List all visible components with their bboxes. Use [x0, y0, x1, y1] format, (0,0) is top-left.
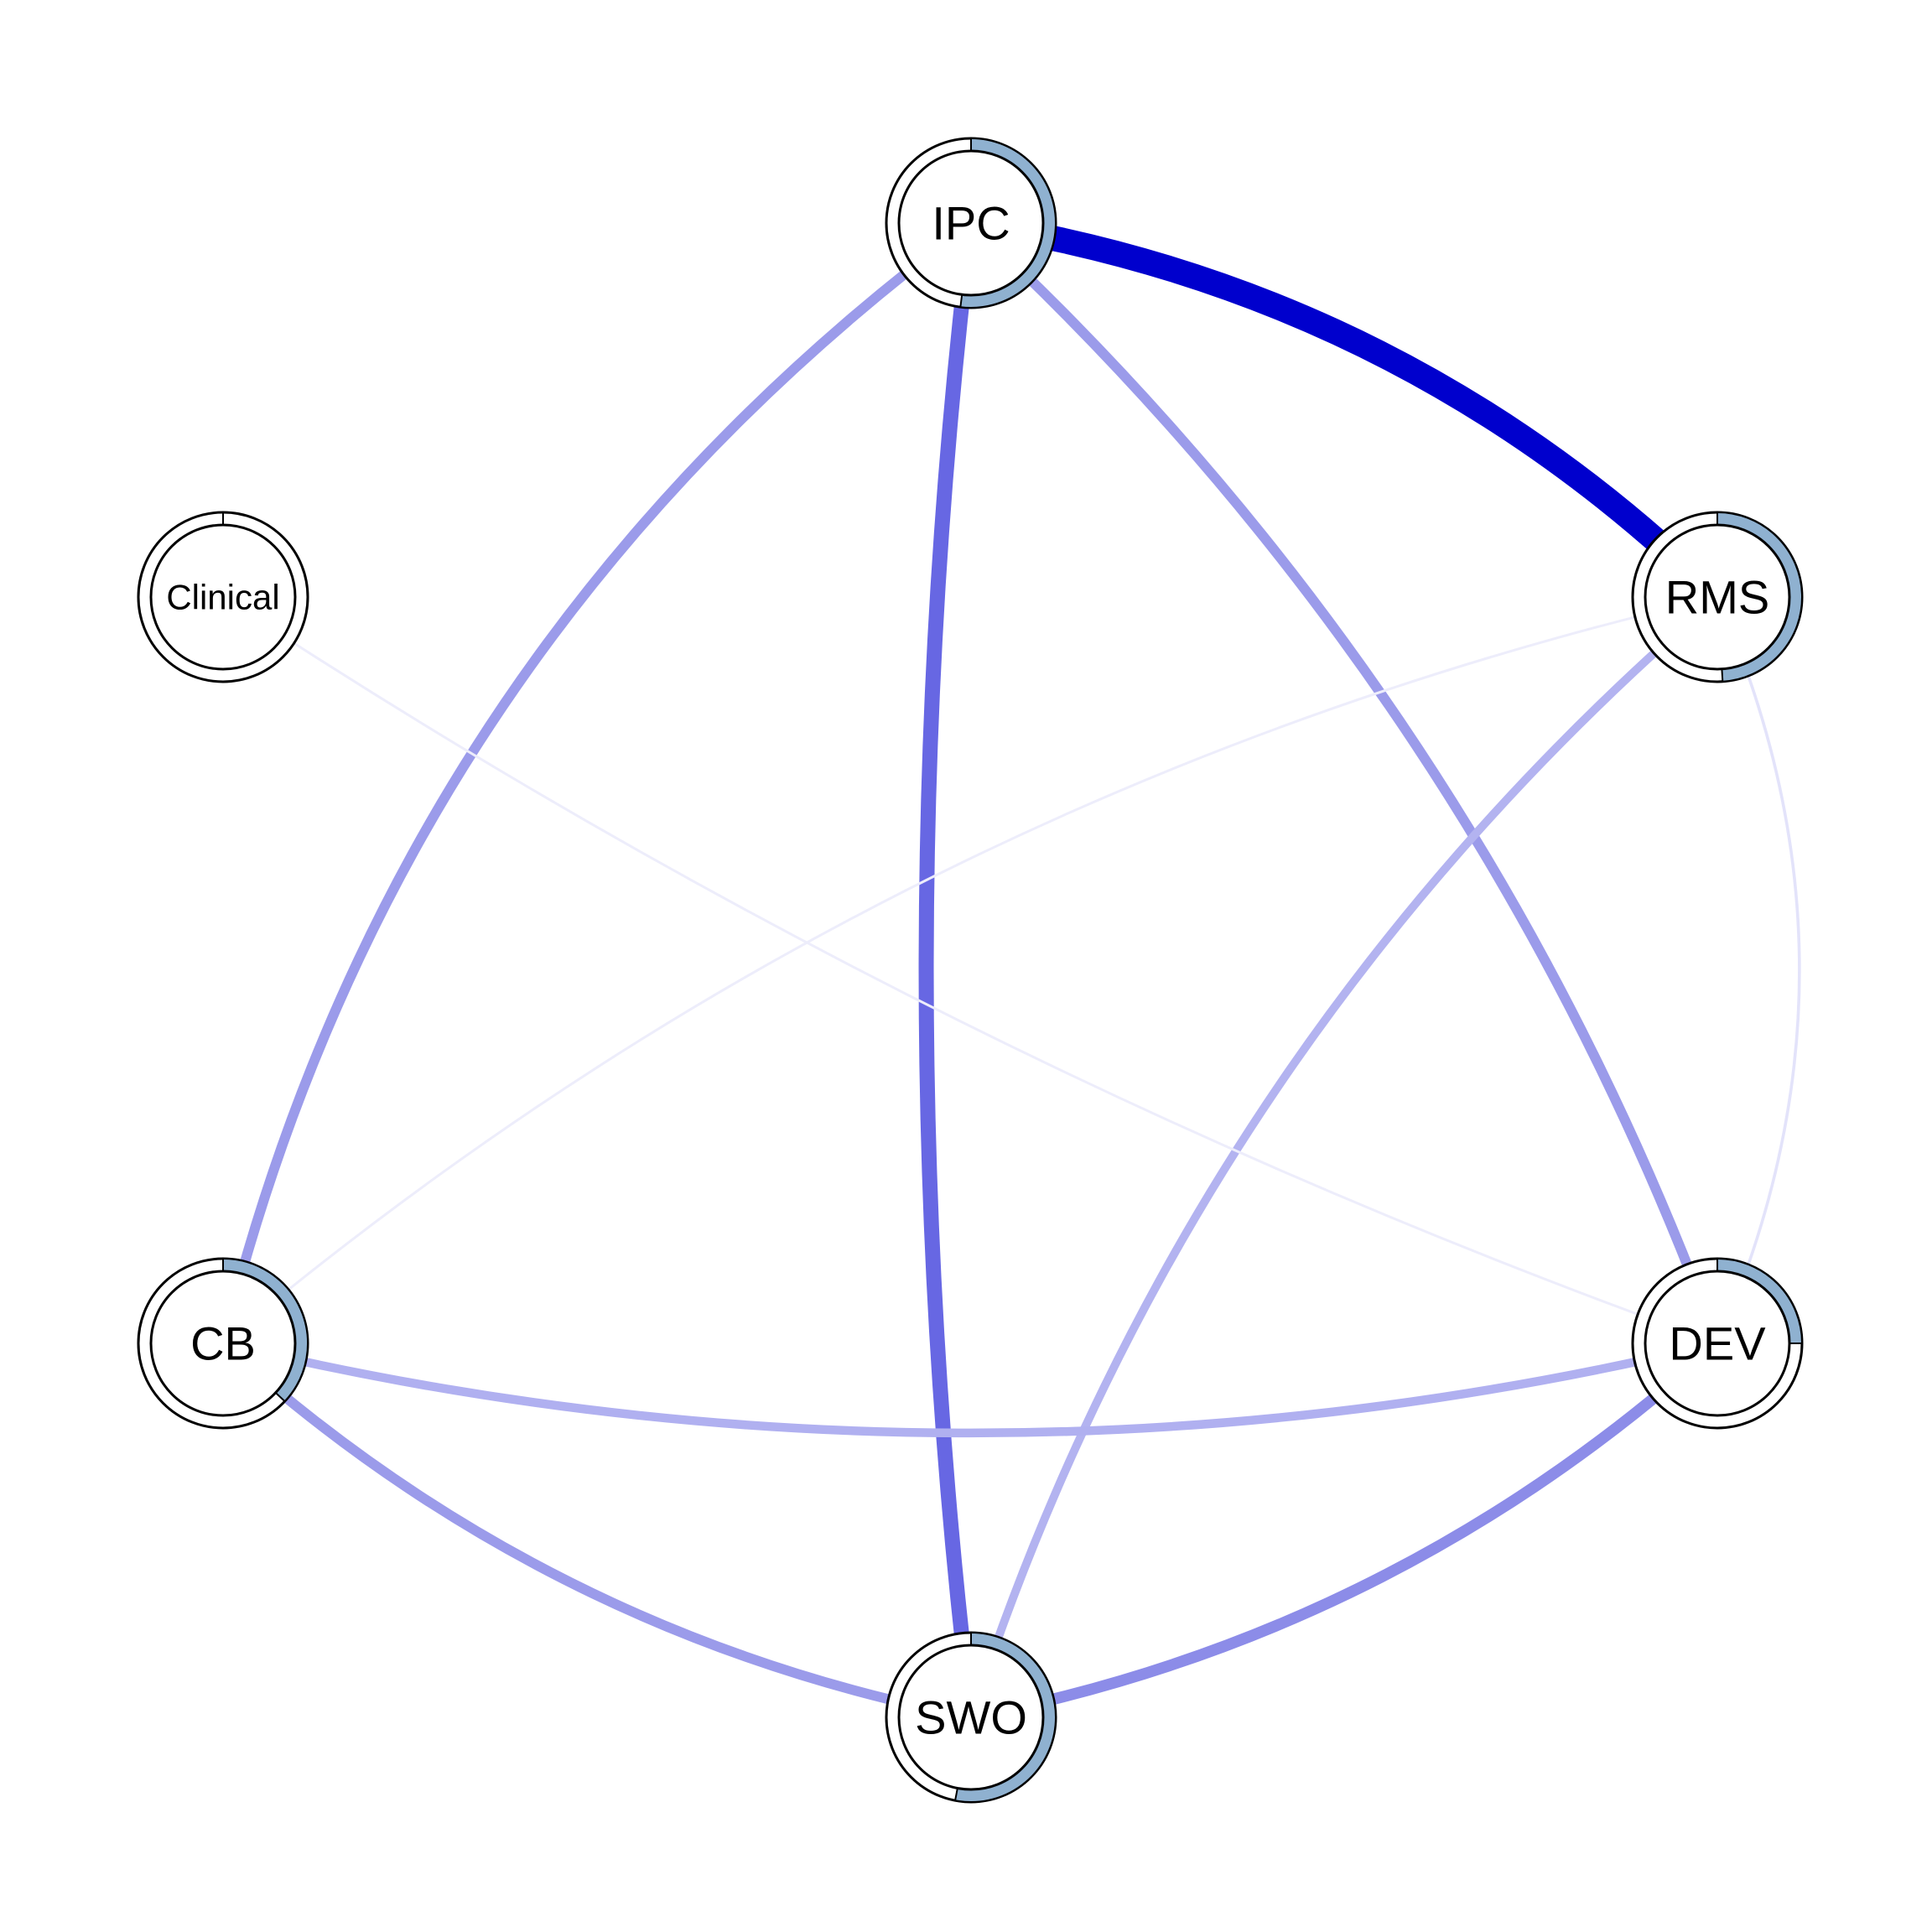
edge-rms-cb	[222, 595, 1718, 1345]
node-pie-arc	[955, 1633, 1055, 1801]
node-label: CB	[190, 1317, 256, 1370]
node-pie-arc	[1716, 1259, 1801, 1344]
edge-layer	[218, 210, 1801, 1723]
node-label: IPC	[932, 197, 1010, 250]
edge-ipc-dev	[967, 219, 1722, 1346]
node-inner-circle	[149, 1270, 297, 1417]
node-pie-arc	[222, 1259, 307, 1401]
node-inner-circle	[897, 1644, 1045, 1791]
node-label: SWO	[915, 1691, 1027, 1744]
node-cb[interactable]: CB	[137, 1257, 309, 1430]
node-pie-arc	[960, 139, 1055, 307]
node-layer: IPC RMS Clinical CB DEV SWO	[137, 137, 1804, 1804]
edge-clinical-dev	[222, 595, 1718, 1345]
node-inner-circle	[1644, 1270, 1791, 1417]
edge-ipc-rms	[969, 210, 1727, 606]
pie-end-tick	[954, 1788, 958, 1801]
pie-end-tick	[275, 1392, 286, 1402]
node-inner-circle	[897, 149, 1045, 297]
edge-cb-dev	[221, 1338, 1719, 1438]
node-inner-circle	[149, 523, 297, 671]
node-dev[interactable]: DEV	[1631, 1257, 1804, 1430]
node-swo[interactable]: SWO	[885, 1631, 1057, 1804]
edge-ipc-swo	[918, 221, 979, 1719]
pie-end-tick	[959, 294, 963, 308]
edge-ipc-cb	[218, 219, 974, 1345]
node-rms[interactable]: RMS	[1631, 511, 1804, 683]
node-ipc[interactable]: IPC	[885, 137, 1057, 309]
edge-dev-swo	[969, 1339, 1722, 1723]
edge-rms-swo	[967, 594, 1721, 1719]
node-inner-circle	[1644, 523, 1791, 671]
node-label: Clinical	[166, 578, 279, 617]
edge-rms-dev	[1716, 596, 1801, 1344]
node-label: DEV	[1669, 1317, 1766, 1370]
node-label: RMS	[1665, 571, 1769, 624]
edge-cb-swo	[219, 1339, 973, 1722]
node-pie-arc	[1716, 513, 1801, 681]
node-clinical[interactable]: Clinical	[137, 511, 309, 683]
